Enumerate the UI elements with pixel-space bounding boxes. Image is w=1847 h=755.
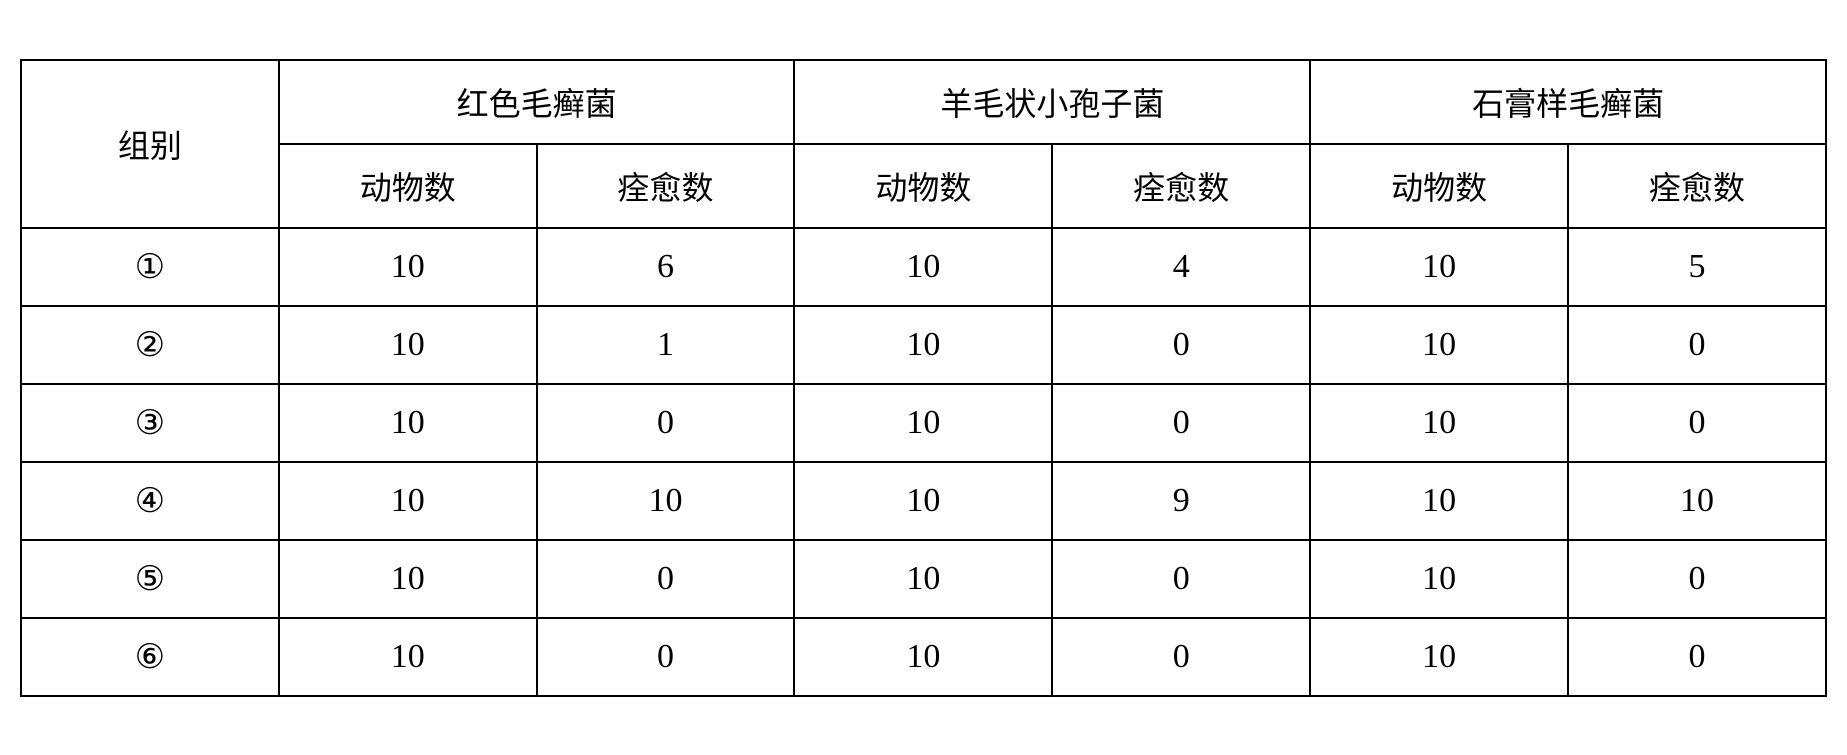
data-cell: 0 bbox=[537, 540, 795, 618]
table-body: ① 10 6 10 4 10 5 ② 10 1 10 0 10 0 ③ 10 0 bbox=[21, 228, 1826, 696]
header-row-2: 动物数 痊愈数 动物数 痊愈数 动物数 痊愈数 bbox=[21, 144, 1826, 228]
data-cell: 10 bbox=[279, 384, 537, 462]
fungus-header-1: 红色毛癣菌 bbox=[279, 60, 795, 144]
data-cell: 10 bbox=[1310, 618, 1568, 696]
data-cell: 10 bbox=[279, 462, 537, 540]
data-cell: 10 bbox=[1310, 540, 1568, 618]
data-table-container: 组别 红色毛癣菌 羊毛状小孢子菌 石膏样毛癣菌 动物数 痊愈数 动物数 痊愈数 … bbox=[20, 59, 1827, 697]
sub-header-2-2: 痊愈数 bbox=[1052, 144, 1310, 228]
data-table: 组别 红色毛癣菌 羊毛状小孢子菌 石膏样毛癣菌 动物数 痊愈数 动物数 痊愈数 … bbox=[20, 59, 1827, 697]
data-cell: 10 bbox=[794, 228, 1052, 306]
data-cell: 10 bbox=[537, 462, 795, 540]
table-row: ④ 10 10 10 9 10 10 bbox=[21, 462, 1826, 540]
data-cell: 0 bbox=[1568, 306, 1826, 384]
data-cell: 0 bbox=[1052, 540, 1310, 618]
data-cell: 10 bbox=[794, 540, 1052, 618]
group-label: ④ bbox=[21, 462, 279, 540]
sub-header-1-2: 痊愈数 bbox=[537, 144, 795, 228]
table-row: ③ 10 0 10 0 10 0 bbox=[21, 384, 1826, 462]
table-row: ① 10 6 10 4 10 5 bbox=[21, 228, 1826, 306]
data-cell: 10 bbox=[1310, 306, 1568, 384]
data-cell: 10 bbox=[279, 540, 537, 618]
data-cell: 0 bbox=[1568, 540, 1826, 618]
data-cell: 10 bbox=[1568, 462, 1826, 540]
data-cell: 10 bbox=[794, 462, 1052, 540]
data-cell: 10 bbox=[1310, 462, 1568, 540]
sub-header-2-1: 动物数 bbox=[794, 144, 1052, 228]
data-cell: 1 bbox=[537, 306, 795, 384]
data-cell: 0 bbox=[537, 618, 795, 696]
data-cell: 5 bbox=[1568, 228, 1826, 306]
data-cell: 0 bbox=[537, 384, 795, 462]
data-cell: 10 bbox=[794, 618, 1052, 696]
data-cell: 0 bbox=[1052, 618, 1310, 696]
data-cell: 10 bbox=[794, 384, 1052, 462]
group-label: ② bbox=[21, 306, 279, 384]
data-cell: 4 bbox=[1052, 228, 1310, 306]
data-cell: 0 bbox=[1568, 618, 1826, 696]
group-label: ⑤ bbox=[21, 540, 279, 618]
data-cell: 10 bbox=[1310, 384, 1568, 462]
group-label: ③ bbox=[21, 384, 279, 462]
group-header: 组别 bbox=[21, 60, 279, 228]
table-row: ⑤ 10 0 10 0 10 0 bbox=[21, 540, 1826, 618]
sub-header-1-1: 动物数 bbox=[279, 144, 537, 228]
data-cell: 0 bbox=[1052, 384, 1310, 462]
sub-header-3-2: 痊愈数 bbox=[1568, 144, 1826, 228]
group-label: ① bbox=[21, 228, 279, 306]
data-cell: 9 bbox=[1052, 462, 1310, 540]
table-header: 组别 红色毛癣菌 羊毛状小孢子菌 石膏样毛癣菌 动物数 痊愈数 动物数 痊愈数 … bbox=[21, 60, 1826, 228]
data-cell: 0 bbox=[1052, 306, 1310, 384]
data-cell: 6 bbox=[537, 228, 795, 306]
table-row: ② 10 1 10 0 10 0 bbox=[21, 306, 1826, 384]
data-cell: 10 bbox=[794, 306, 1052, 384]
table-row: ⑥ 10 0 10 0 10 0 bbox=[21, 618, 1826, 696]
data-cell: 10 bbox=[1310, 228, 1568, 306]
group-label: ⑥ bbox=[21, 618, 279, 696]
sub-header-3-1: 动物数 bbox=[1310, 144, 1568, 228]
data-cell: 10 bbox=[279, 228, 537, 306]
data-cell: 10 bbox=[279, 306, 537, 384]
fungus-header-3: 石膏样毛癣菌 bbox=[1310, 60, 1826, 144]
fungus-header-2: 羊毛状小孢子菌 bbox=[794, 60, 1310, 144]
header-row-1: 组别 红色毛癣菌 羊毛状小孢子菌 石膏样毛癣菌 bbox=[21, 60, 1826, 144]
data-cell: 0 bbox=[1568, 384, 1826, 462]
data-cell: 10 bbox=[279, 618, 537, 696]
